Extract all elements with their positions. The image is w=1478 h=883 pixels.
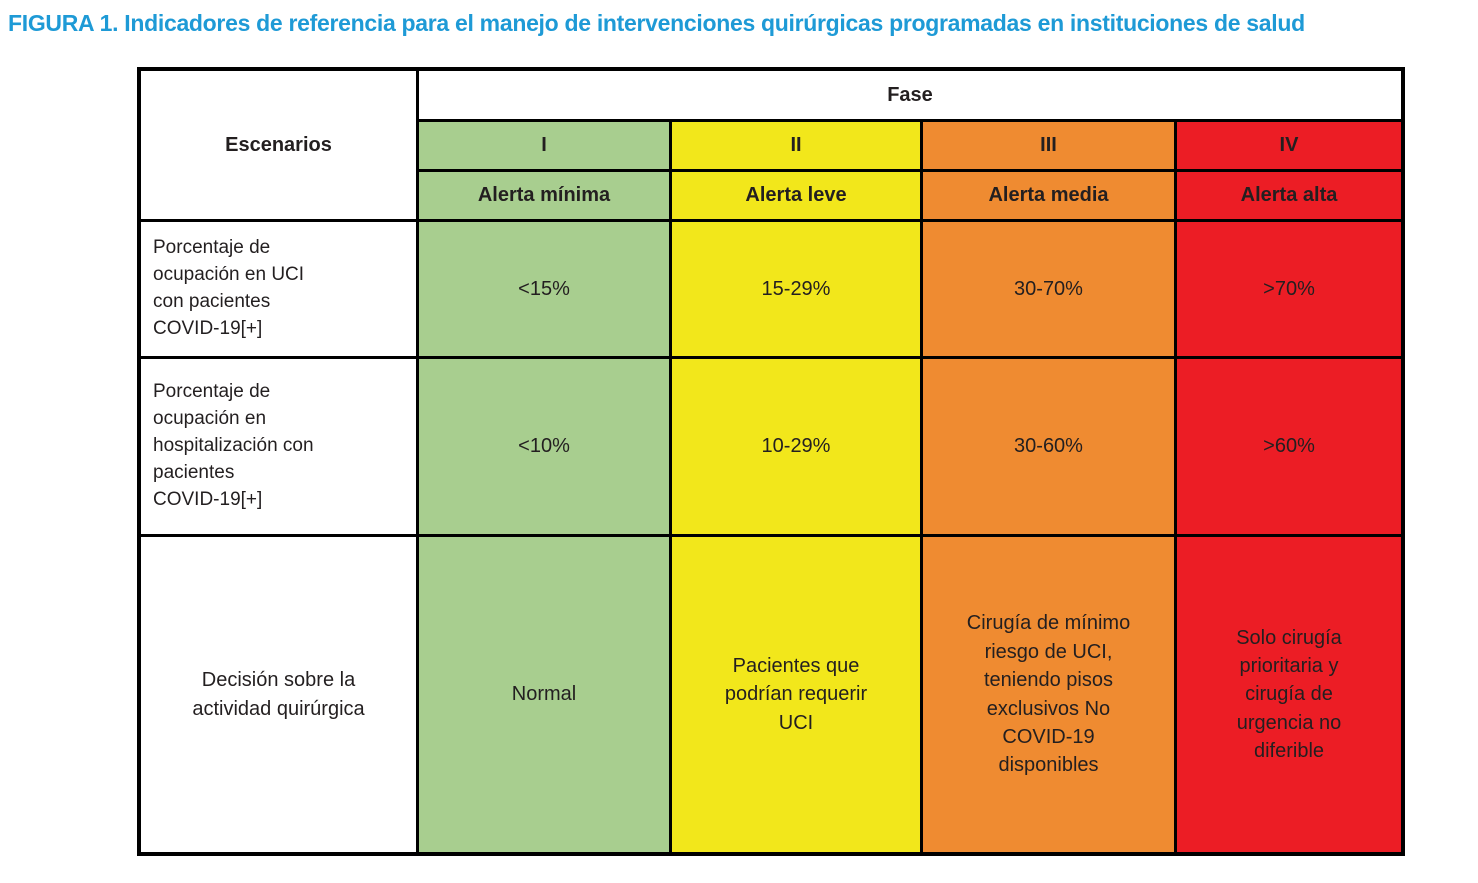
alert-header-minima: Alerta mínima — [419, 172, 669, 219]
cell-hosp-phase-iv: >60% — [1177, 359, 1401, 534]
alert-header-leve: Alerta leve — [672, 172, 920, 219]
cell-decision-phase-iv: Solo cirugía prioritaria y cirugía de ur… — [1177, 537, 1401, 852]
row-label-uci-occupancy: Porcentaje de ocupación en UCI con pacie… — [141, 222, 416, 356]
figure-title: FIGURA 1. Indicadores de referencia para… — [8, 10, 1305, 36]
cell-uci-phase-iii: 30-70% — [923, 222, 1174, 356]
phase-header-iv: IV — [1177, 122, 1401, 169]
alert-header-alta: Alerta alta — [1177, 172, 1401, 219]
cell-hosp-phase-ii: 10-29% — [672, 359, 920, 534]
indicator-table: Escenarios Fase I II III IV Alerta mínim… — [137, 67, 1405, 856]
cell-uci-phase-i: <15% — [419, 222, 669, 356]
cell-decision-phase-i: Normal — [419, 537, 669, 852]
row-label-hospitalization-occupancy: Porcentaje de ocupación en hospitalizaci… — [141, 359, 416, 534]
phase-header-i: I — [419, 122, 669, 169]
phase-header-ii: II — [672, 122, 920, 169]
cell-uci-phase-ii: 15-29% — [672, 222, 920, 356]
cell-uci-phase-iv: >70% — [1177, 222, 1401, 356]
cell-hosp-phase-iii: 30-60% — [923, 359, 1174, 534]
cell-hosp-phase-i: <10% — [419, 359, 669, 534]
group-header-fase: Fase — [419, 71, 1401, 119]
cell-decision-phase-ii: Pacientes que podrían requerir UCI — [672, 537, 920, 852]
alert-header-media: Alerta media — [923, 172, 1174, 219]
row-label-surgical-decision: Decisión sobre la actividad quirúrgica — [141, 537, 416, 852]
corner-header-escenarios: Escenarios — [141, 71, 416, 219]
cell-decision-phase-iii: Cirugía de mínimo riesgo de UCI, teniend… — [923, 537, 1174, 852]
phase-header-iii: III — [923, 122, 1174, 169]
